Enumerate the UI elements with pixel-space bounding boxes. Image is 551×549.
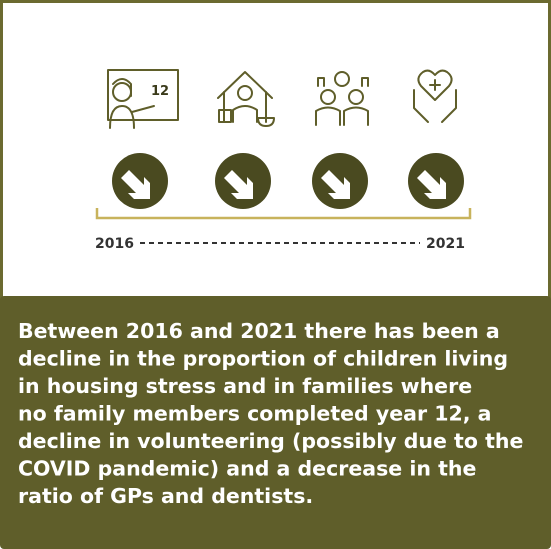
bottom-panel — [0, 296, 551, 549]
summary-line: decline in volunteering (possibly due to… — [18, 429, 523, 453]
summary-line: no family members completed year 12, a — [18, 402, 491, 426]
board-number: 12 — [151, 84, 169, 99]
start-year: 2016 — [95, 236, 134, 252]
volunteer-icon — [315, 71, 369, 126]
summary-line: decline in the proportion of children li… — [18, 347, 508, 371]
housing-icon — [217, 71, 275, 127]
end-year: 2021 — [426, 236, 465, 252]
summary-line: ratio of GPs and dentists. — [18, 484, 313, 508]
summary-line: COVID pandemic) and a decrease in the — [18, 457, 476, 481]
health-icon — [413, 69, 457, 123]
summary-text: Between 2016 and 2021 there has been a de… — [18, 319, 523, 508]
timeline-bracket — [95, 208, 472, 220]
education-icon — [107, 69, 179, 129]
top-panel — [0, 0, 551, 303]
trend-arrows — [112, 153, 464, 209]
summary-line: in housing stress and in families where — [18, 374, 472, 398]
summary-line: Between 2016 and 2021 there has been a — [18, 319, 500, 343]
